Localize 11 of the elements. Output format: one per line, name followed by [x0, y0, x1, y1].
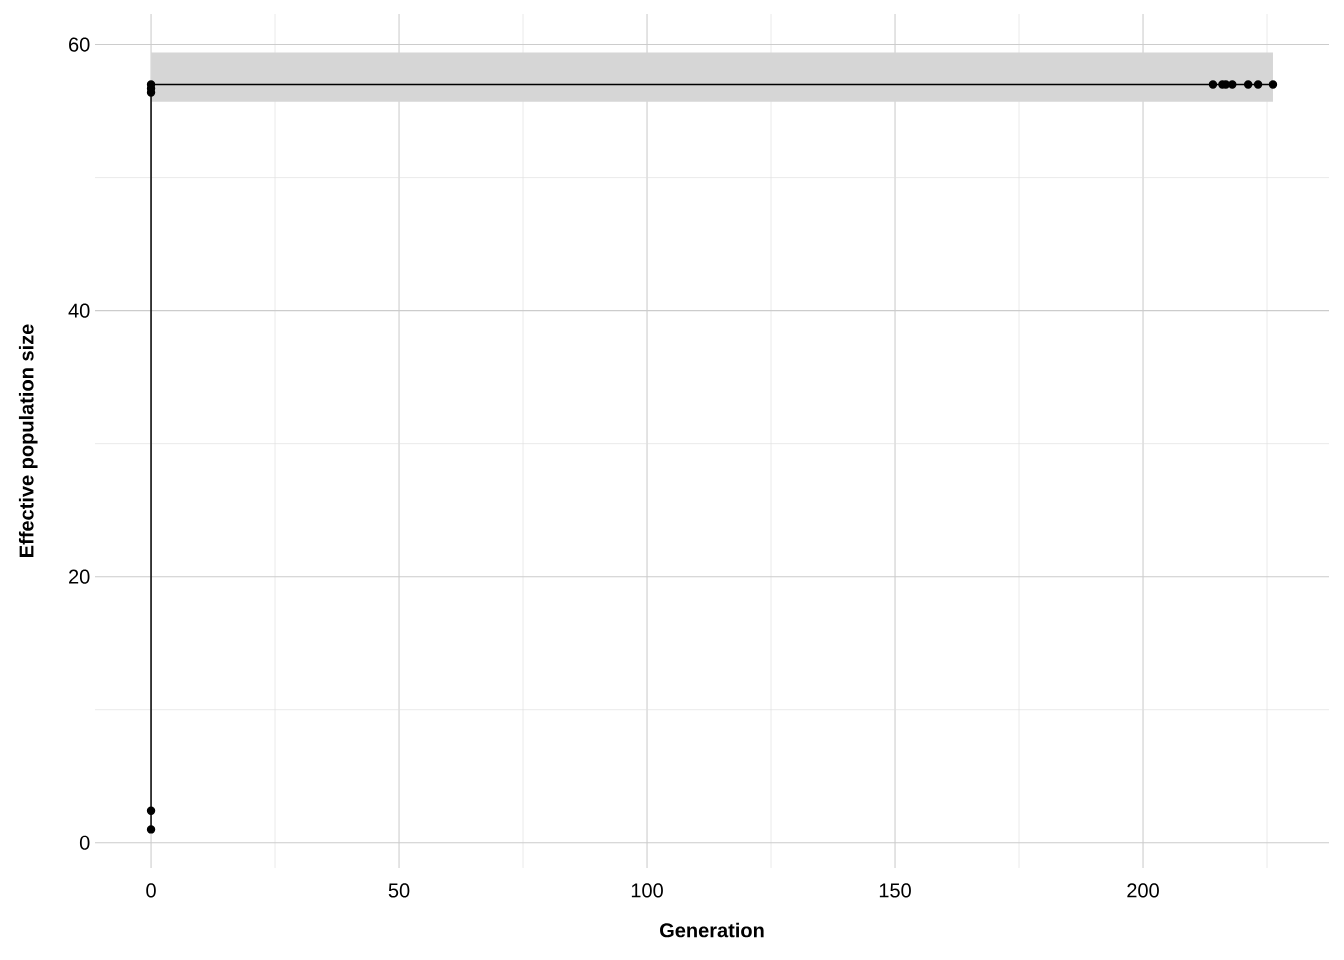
y-axis-title: Effective population size — [18, 324, 38, 557]
x-tick-label: 50 — [388, 883, 410, 898]
y-tick-label: 20 — [69, 569, 90, 584]
y-tick-label: 40 — [68, 303, 90, 318]
x-tick-label: 200 — [1127, 883, 1159, 898]
x-tick-label: 100 — [631, 883, 663, 898]
x-axis-title: Generation — [660, 922, 764, 938]
x-tick-label: 0 — [146, 883, 156, 898]
x-tick-label: 150 — [879, 883, 911, 898]
y-tick-label: 60 — [69, 37, 90, 52]
y-tick-label: 0 — [79, 835, 90, 850]
